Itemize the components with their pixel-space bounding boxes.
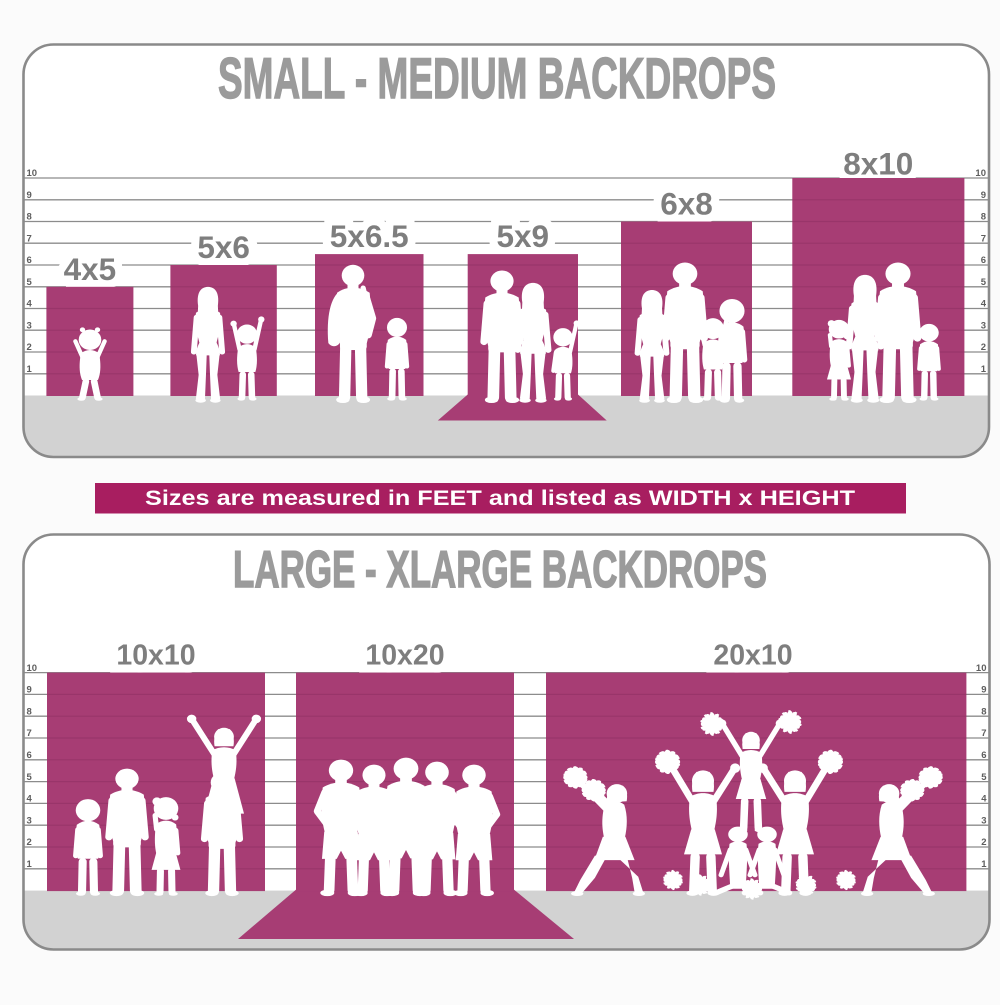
svg-text:5x6: 5x6 [197, 229, 250, 265]
svg-text:9: 9 [27, 190, 32, 201]
svg-text:4: 4 [981, 299, 987, 310]
svg-text:9: 9 [27, 685, 32, 696]
svg-text:9: 9 [981, 685, 986, 696]
svg-text:3: 3 [27, 815, 32, 826]
svg-text:2: 2 [981, 342, 986, 353]
svg-text:8: 8 [27, 706, 32, 717]
svg-text:9: 9 [981, 190, 986, 201]
svg-text:1: 1 [27, 859, 33, 870]
svg-text:4: 4 [27, 299, 33, 310]
svg-text:8x10: 8x10 [843, 146, 913, 182]
svg-text:4x5: 4x5 [64, 251, 117, 287]
svg-text:5x6.5: 5x6.5 [330, 218, 409, 254]
svg-text:7: 7 [27, 728, 32, 739]
svg-text:3: 3 [981, 320, 986, 331]
svg-text:20x10: 20x10 [713, 640, 792, 672]
svg-text:2: 2 [981, 837, 986, 848]
svg-text:6: 6 [27, 255, 32, 266]
svg-text:10: 10 [27, 168, 38, 179]
svg-text:SMALL - MEDIUM BACKDROPS: SMALL - MEDIUM BACKDROPS [218, 47, 776, 111]
svg-text:7: 7 [27, 233, 32, 244]
svg-text:5: 5 [27, 772, 33, 783]
svg-text:10: 10 [976, 663, 987, 674]
svg-text:5x9: 5x9 [497, 218, 550, 254]
svg-text:6: 6 [981, 750, 986, 761]
svg-text:7: 7 [981, 233, 986, 244]
svg-text:4: 4 [981, 794, 987, 805]
svg-text:7: 7 [981, 728, 986, 739]
svg-text:2: 2 [27, 342, 32, 353]
svg-text:5: 5 [27, 277, 33, 288]
svg-text:3: 3 [981, 815, 986, 826]
svg-text:6: 6 [27, 750, 32, 761]
svg-text:6x8: 6x8 [660, 186, 713, 222]
svg-text:8: 8 [981, 706, 986, 717]
svg-text:1: 1 [981, 859, 987, 870]
svg-text:6: 6 [981, 255, 986, 266]
svg-text:8: 8 [27, 212, 32, 223]
svg-text:10x20: 10x20 [365, 640, 444, 672]
svg-text:1: 1 [981, 364, 987, 375]
svg-text:Sizes are measured in FEET and: Sizes are measured in FEET and listed as… [145, 486, 855, 510]
svg-text:1: 1 [27, 364, 33, 375]
svg-text:5: 5 [981, 277, 987, 288]
svg-text:8: 8 [981, 212, 986, 223]
svg-text:LARGE - XLARGE BACKDROPS: LARGE - XLARGE BACKDROPS [233, 540, 767, 598]
svg-text:2: 2 [27, 837, 32, 848]
svg-text:3: 3 [27, 320, 32, 331]
svg-text:10: 10 [27, 663, 38, 674]
svg-text:10: 10 [975, 168, 986, 179]
svg-text:4: 4 [27, 794, 33, 805]
svg-text:10x10: 10x10 [116, 640, 195, 672]
svg-text:5: 5 [981, 772, 987, 783]
